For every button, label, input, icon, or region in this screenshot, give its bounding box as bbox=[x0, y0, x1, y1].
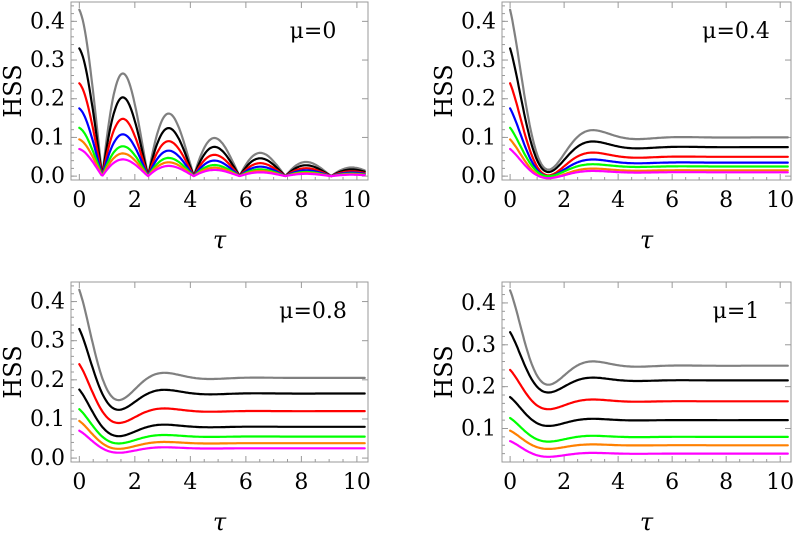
x-tick-label: 0 bbox=[503, 470, 517, 495]
series-line-2 bbox=[509, 331, 789, 394]
series-line-6 bbox=[509, 429, 789, 450]
x-tick-label: 10 bbox=[343, 470, 371, 495]
x-tick-label: 0 bbox=[72, 188, 86, 213]
y-tick-label: 0.2 bbox=[461, 375, 496, 400]
series-line-7 bbox=[78, 147, 366, 178]
y-tick-label: 0.4 bbox=[30, 290, 65, 315]
x-tick-label: 2 bbox=[557, 470, 571, 495]
y-axis-label: HSS bbox=[430, 64, 458, 117]
y-tick-label: 0.0 bbox=[30, 446, 65, 471]
x-tick-label: 4 bbox=[611, 188, 625, 213]
series-line-4 bbox=[509, 396, 789, 427]
y-tick-label: 0.3 bbox=[30, 329, 65, 354]
series-line-7 bbox=[78, 429, 366, 454]
y-axis-label: HSS bbox=[430, 345, 458, 398]
y-tick-label: 0.1 bbox=[30, 125, 65, 150]
series-line-1 bbox=[509, 289, 789, 386]
x-tick-label: 8 bbox=[719, 470, 733, 495]
y-tick-label: 0.3 bbox=[30, 48, 65, 73]
x-axis-label: τ bbox=[640, 226, 654, 254]
y-tick-label: 0.2 bbox=[461, 87, 496, 112]
series-line-1 bbox=[78, 8, 366, 178]
series-line-5 bbox=[78, 408, 366, 445]
series-line-5 bbox=[509, 416, 789, 443]
y-axis-label: HSS bbox=[0, 64, 27, 117]
chart-panel-3: 0 2 4 6 8 10 0.0 0.1 0.2 0.3 0.4 τ HSS μ=0.8 bbox=[0, 281, 371, 536]
x-tick-label: 4 bbox=[183, 188, 197, 213]
series-line-2 bbox=[509, 47, 789, 174]
y-tick-label: 0.0 bbox=[461, 164, 496, 189]
x-tick-label: 0 bbox=[503, 188, 517, 213]
y-tick-label: 0.3 bbox=[461, 48, 496, 73]
x-tick-label: 8 bbox=[294, 470, 308, 495]
series-line-3 bbox=[509, 368, 789, 411]
y-tick-label: 0.4 bbox=[30, 9, 65, 34]
series-line-7 bbox=[509, 440, 789, 458]
x-tick-label: 2 bbox=[128, 470, 142, 495]
series-line-2 bbox=[78, 327, 366, 411]
series-line-1 bbox=[78, 288, 366, 402]
chart-panel-4: 0 2 4 6 8 10 0.1 0.2 0.3 0.4 τ HSS μ=1 bbox=[430, 281, 794, 536]
x-tick-label: 10 bbox=[766, 470, 794, 495]
y-tick-label: 0.1 bbox=[461, 125, 496, 150]
x-axis-label: τ bbox=[640, 508, 654, 536]
series-line-3 bbox=[509, 82, 789, 177]
chart-panel-1: 0 2 4 6 8 10 0.0 0.1 0.2 0.3 0.4 τ HSS μ=0 bbox=[0, 1, 371, 254]
x-tick-label: 6 bbox=[239, 470, 253, 495]
series-line-4 bbox=[78, 388, 366, 438]
x-tick-label: 8 bbox=[294, 188, 308, 213]
x-tick-label: 4 bbox=[183, 470, 197, 495]
x-tick-label: 6 bbox=[665, 188, 679, 213]
y-tick-label: 0.1 bbox=[30, 407, 65, 432]
x-tick-label: 6 bbox=[665, 470, 679, 495]
y-tick-label: 0.2 bbox=[30, 368, 65, 393]
mu-annotation: μ=1 bbox=[713, 299, 760, 324]
x-tick-label: 0 bbox=[72, 470, 86, 495]
plot-frame bbox=[501, 281, 792, 463]
x-tick-label: 2 bbox=[128, 188, 142, 213]
y-tick-label: 0.0 bbox=[30, 164, 65, 189]
series-line-2 bbox=[78, 47, 366, 178]
x-tick-label: 8 bbox=[719, 188, 733, 213]
mu-annotation: μ=0 bbox=[290, 19, 337, 44]
y-tick-label: 0.2 bbox=[30, 87, 65, 112]
series-line-4 bbox=[78, 107, 366, 178]
series-line-3 bbox=[78, 82, 366, 178]
y-axis-label: HSS bbox=[0, 345, 27, 398]
series-line-3 bbox=[78, 363, 366, 425]
chart-panel-2: 0 2 4 6 8 10 0.0 0.1 0.2 0.3 0.4 τ HSS μ=0.4 bbox=[430, 1, 794, 254]
mu-annotation: μ=0.4 bbox=[702, 19, 770, 44]
y-tick-label: 0.4 bbox=[461, 9, 496, 34]
series-line-5 bbox=[509, 126, 789, 178]
series-line-7 bbox=[509, 147, 789, 180]
x-axis-label: τ bbox=[213, 508, 227, 536]
y-tick-label: 0.1 bbox=[461, 417, 496, 442]
x-tick-label: 6 bbox=[239, 188, 253, 213]
series-line-6 bbox=[78, 419, 366, 450]
y-tick-label: 0.4 bbox=[461, 291, 496, 316]
x-tick-label: 4 bbox=[611, 470, 625, 495]
y-tick-label: 0.3 bbox=[461, 333, 496, 358]
x-axis-label: τ bbox=[213, 226, 227, 254]
x-tick-label: 10 bbox=[766, 188, 794, 213]
x-tick-label: 2 bbox=[557, 188, 571, 213]
mu-annotation: μ=0.8 bbox=[279, 299, 347, 324]
x-tick-label: 10 bbox=[343, 188, 371, 213]
series-line-1 bbox=[509, 8, 789, 171]
